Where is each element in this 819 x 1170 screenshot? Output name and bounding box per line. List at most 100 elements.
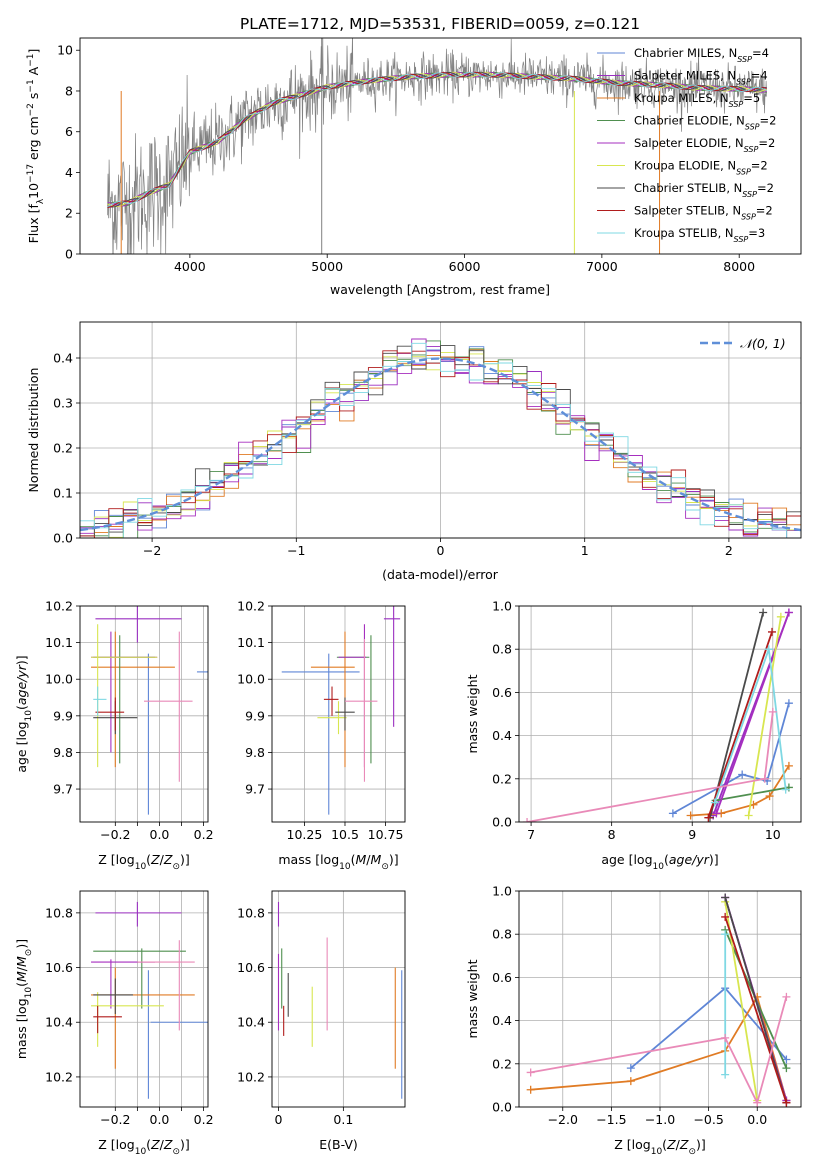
legend-label-sub: SSP — [744, 145, 759, 154]
label-part: mass [log — [14, 998, 29, 1059]
y-tick-label: 0.2 — [492, 771, 512, 786]
gaussian-curve — [80, 357, 801, 532]
x-tick-label: 0.0 — [747, 1112, 767, 1127]
x-tick-label: −2 — [143, 543, 161, 558]
y-tick-label: 0.8 — [492, 927, 512, 942]
weight-marker — [781, 785, 790, 794]
weight-line-6 — [709, 612, 764, 818]
x-tick-label: 10.5 — [331, 827, 359, 842]
y-tick-label: 4 — [65, 165, 73, 180]
label-part: ( — [662, 1137, 667, 1152]
weight-line-5 — [747, 616, 782, 816]
y-tick-label: 10.4 — [45, 1015, 73, 1030]
label-part: E(B-V) — [319, 1137, 358, 1152]
spectrum-model-line-6 — [107, 71, 767, 208]
weight-marker — [710, 798, 719, 807]
legend-label: 𝒩(0, 1) — [740, 336, 786, 351]
legend-label: Kroupa STELIB, NSSP=3 — [634, 226, 765, 244]
x-axis-label: Z [log10(Z/Z⊙)] — [98, 1137, 190, 1157]
label-part: mass weight — [465, 674, 480, 753]
x-axis-label: mass [log10(M/M⊙)] — [278, 852, 398, 872]
weight-marker — [768, 707, 777, 716]
histogram-8 — [80, 342, 801, 538]
label-part: −17 — [26, 164, 36, 183]
x-tick-label: 9 — [688, 827, 696, 842]
y-tick-label: 6 — [65, 124, 73, 139]
axes-frame — [79, 321, 802, 539]
label-part: ⊙ — [24, 949, 34, 957]
x-tick-label: −0.2 — [100, 827, 130, 842]
y-tick-label: 9.8 — [245, 745, 265, 760]
label-part: )] — [14, 939, 29, 949]
y-tick-label: 10.2 — [45, 599, 73, 614]
weight-line-7 — [724, 916, 788, 1103]
weight-marker — [626, 1077, 635, 1086]
massweight_vs_Z-panel: −2.0 −1.5 −1.0 −0.5 0.0 0.0 0.2 0.4 0.6 0.8 1.0 Z [… — [465, 884, 802, 1157]
label-part: erg cm — [26, 116, 41, 164]
x-axis-label: Z [log10(Z/Z⊙)] — [98, 852, 190, 872]
label-part: ( — [14, 705, 29, 710]
label-part: age/yr — [669, 852, 710, 867]
residuals-panel: −2 −1 0 1 2 0.0 0.1 0.2 0.3 0.4 𝒩(0, 1) (data-model… — [26, 321, 802, 582]
y-tick-label: 0.4 — [492, 1013, 512, 1028]
histogram-6 — [80, 345, 801, 537]
weight-marker — [721, 1033, 730, 1042]
legend-label-main: Kroupa STELIB, N — [634, 226, 734, 240]
axes-frame — [518, 890, 802, 1108]
axes-frame — [518, 605, 802, 823]
y-tick-label: 10.4 — [237, 1015, 265, 1030]
weight-marker — [721, 1070, 730, 1079]
label-part: )] — [180, 1137, 190, 1152]
label-part: ( — [351, 852, 356, 867]
x-tick-label: 10.25 — [287, 827, 323, 842]
y-tick-label: 10.0 — [237, 672, 265, 687]
legend-label-suffix: =2 — [756, 204, 773, 218]
legend-label-sub: SSP — [742, 190, 757, 199]
legend-label-sub: SSP — [729, 100, 744, 109]
figure-title: PLATE=1712, MJD=53531, FIBERID=0059, z=0… — [240, 15, 640, 33]
x-tick-label: 0 — [275, 1112, 283, 1127]
legend-label-suffix: =4 — [752, 46, 769, 60]
x-axis-label: age [log10(age/yr)] — [601, 852, 718, 872]
label-part: M — [14, 971, 29, 982]
label-part: 10 — [339, 862, 351, 872]
x-tick-label: 10 — [765, 827, 781, 842]
axes-frame — [271, 605, 406, 823]
weight-line-9 — [530, 996, 788, 1106]
x-tick-label: 10.75 — [368, 827, 404, 842]
y-tick-label: 8 — [65, 83, 73, 98]
x-tick-label: 0.0 — [150, 827, 170, 842]
legend-label-main: Kroupa ELODIE, N — [634, 159, 736, 173]
y-tick-label: 0.0 — [492, 1100, 512, 1115]
x-axis-label: wavelength [Angstrom, rest frame] — [330, 282, 550, 297]
label-part: Normed distribution — [26, 368, 41, 493]
y-tick-label: 0.6 — [492, 685, 512, 700]
y-tick-label: 0.6 — [492, 970, 512, 985]
y-tick-label: 10.0 — [45, 672, 73, 687]
weight-marker — [759, 608, 768, 617]
x-tick-label: −1.5 — [596, 1112, 626, 1127]
y-tick-label: 10.2 — [237, 1069, 265, 1084]
residuals-plot-area — [80, 338, 801, 538]
age_vs_mass-plot-area — [281, 606, 401, 815]
weight-marker — [526, 1068, 535, 1077]
label-part: / — [676, 1137, 681, 1152]
y-axis-label: mass weight — [465, 674, 480, 753]
mass_vs_EBV-panel: 0 0.1 10.2 10.4 10.6 10.8 E(B-V) — [237, 890, 406, 1152]
x-tick-label: 7000 — [586, 259, 618, 274]
weight-marker — [784, 608, 793, 617]
x-tick-label: 0.2 — [194, 1112, 214, 1127]
y-tick-label: 0.1 — [53, 486, 73, 501]
x-tick-label: 6000 — [449, 259, 481, 274]
y-tick-label: 0.0 — [53, 531, 73, 546]
label-part: age [log — [14, 721, 29, 772]
legend-label: Salpeter STELIB, NSSP=2 — [634, 204, 773, 222]
label-part: / — [14, 966, 29, 971]
label-part: age [log — [601, 852, 652, 867]
axes-frame — [79, 890, 209, 1108]
weight-marker — [721, 930, 730, 939]
label-part: 10 — [26, 183, 41, 199]
legend-label-suffix: =2 — [757, 181, 774, 195]
legend-label-suffix: =2 — [760, 114, 777, 128]
